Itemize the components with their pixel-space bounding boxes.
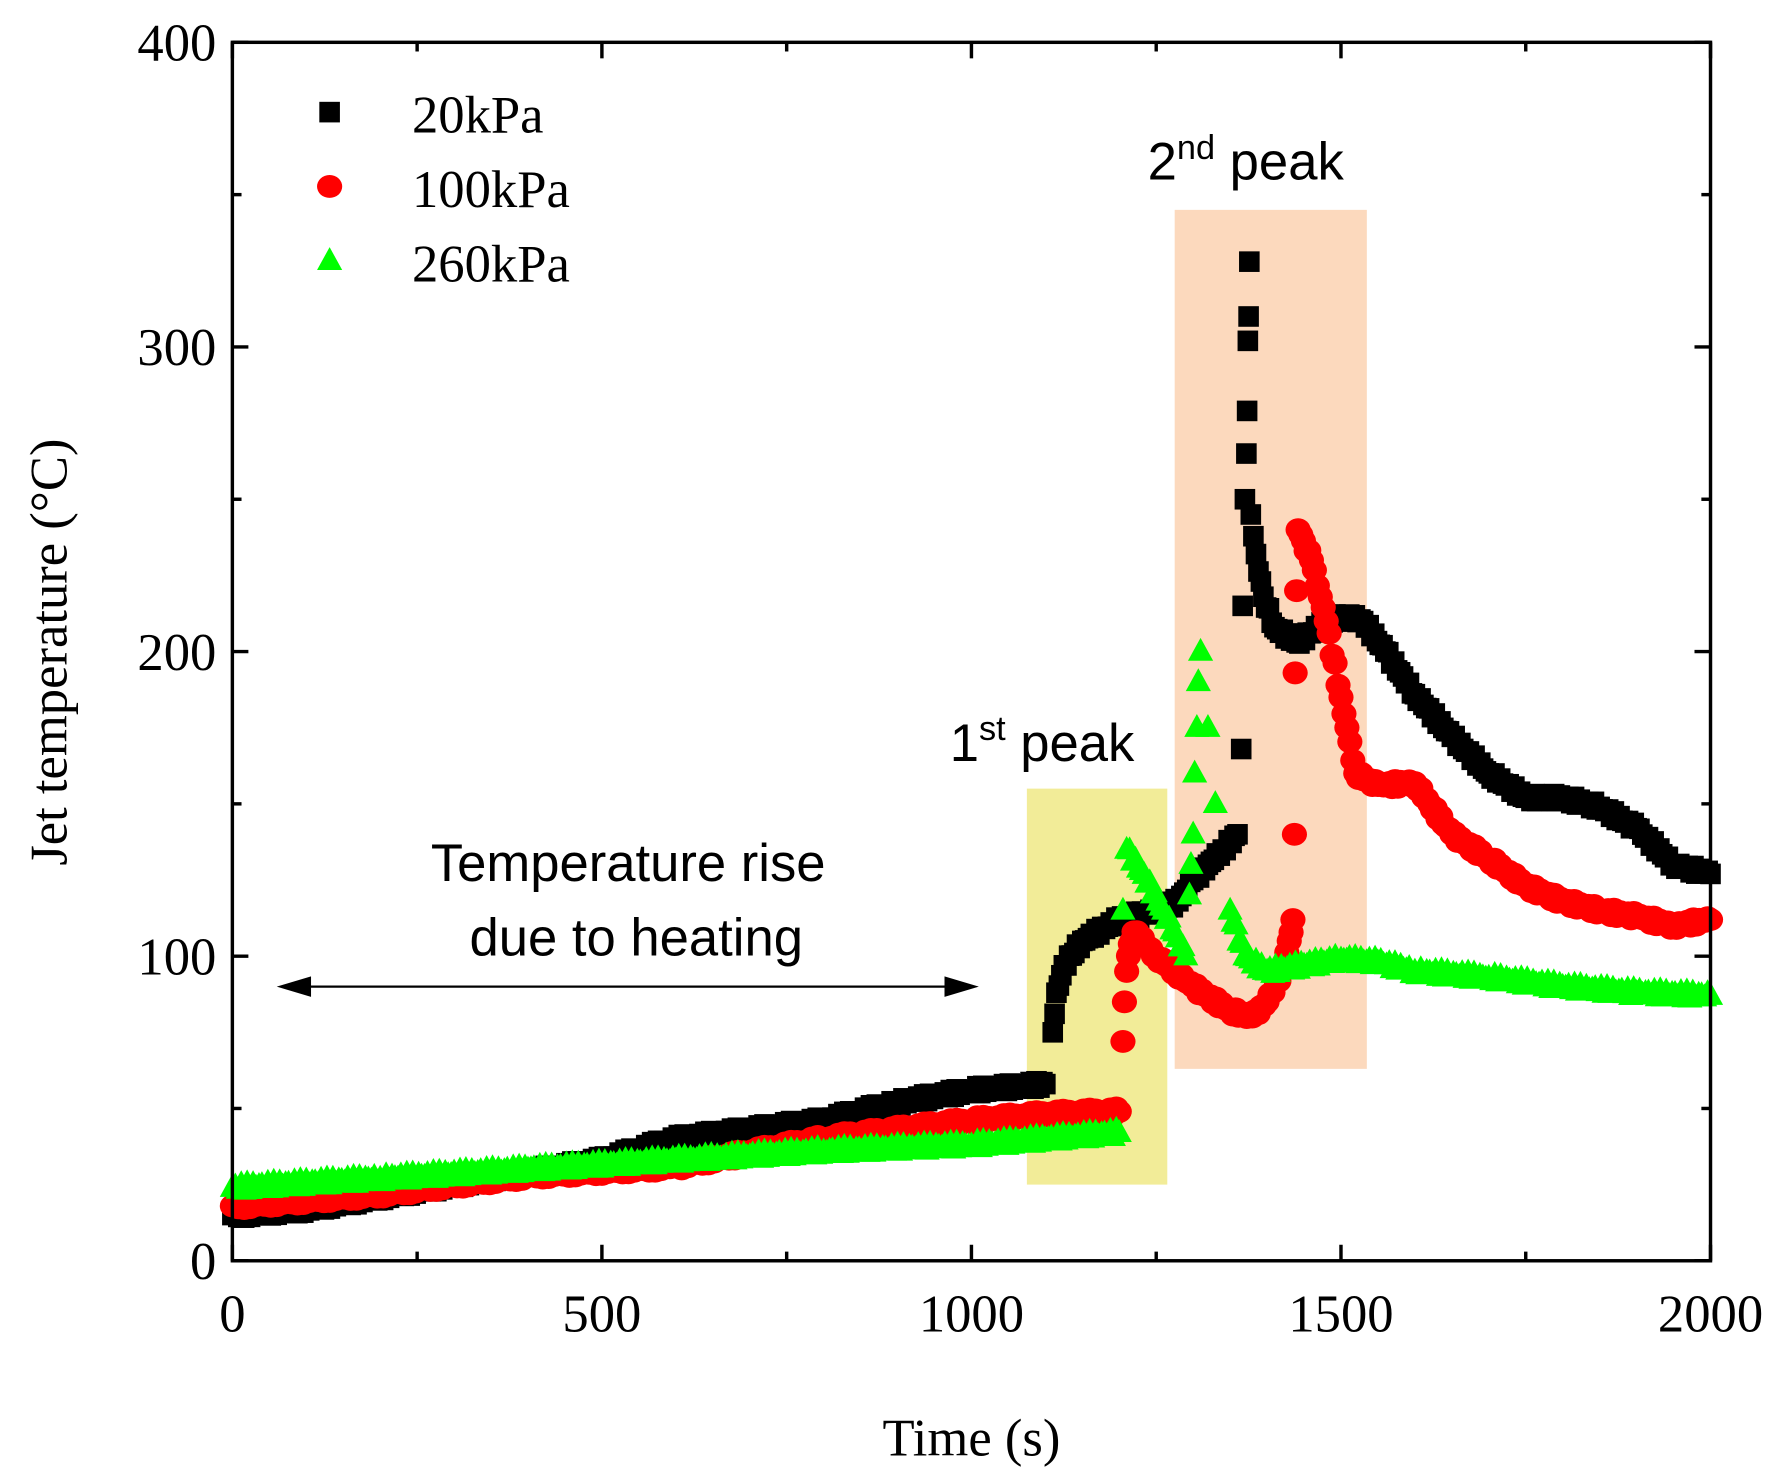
data-point [1176,881,1203,905]
legend: 20kPa 100kPa 260kPa [317,87,570,293]
legend-marker-square [319,101,340,123]
x-axis-label: Time (s) [883,1409,1061,1467]
data-point [1281,822,1308,846]
data-point [1106,1119,1132,1142]
data-point [1195,713,1221,737]
data-point [1239,251,1260,272]
y-axis-label: Jet temperature (°C) [20,439,78,866]
data-point [1282,661,1308,685]
data-point [1106,1100,1132,1123]
y-tick-label: 100 [137,928,216,986]
arrow-head-left [276,976,312,997]
heating-annotation-line1: Temperature rise [431,834,826,893]
data-point [1316,621,1342,645]
data-point [1240,504,1262,525]
data-point [1173,942,1199,966]
data-point [1243,525,1264,547]
x-tick-label: 2000 [1658,1286,1763,1344]
x-tick-label: 500 [562,1286,641,1344]
legend-label: 100kPa [412,161,570,219]
legend-label: 260kPa [412,235,570,293]
x-tick-label: 0 [219,1286,245,1344]
data-point [1202,790,1228,814]
data-point [1245,543,1267,565]
x-tick-label: 1500 [1288,1286,1393,1344]
data-point [1044,1003,1065,1025]
y-tick-label: 300 [137,319,216,377]
data-point [1223,911,1249,935]
data-point [1042,1022,1064,1043]
data-point [1178,851,1204,874]
data-point [1110,1030,1136,1053]
data-point [1230,738,1252,760]
second-peak-label: 2nd peak [1148,129,1345,192]
data-point [1237,330,1259,352]
data-point [1322,651,1348,675]
data-point [1337,730,1363,754]
data-point [1187,637,1214,661]
data-point [1284,579,1310,603]
x-tick-label: 1000 [919,1286,1024,1344]
data-point [1227,824,1248,845]
heating-annotation-line2: due to heating [469,908,802,967]
data-point [1035,1073,1056,1095]
y-tick-label: 400 [137,15,216,73]
legend-marker-circle [317,175,343,198]
y-tick-label: 0 [190,1233,216,1291]
data-point [1185,668,1211,692]
data-point [1110,896,1136,920]
first-peak-label: 1st peak [950,710,1135,773]
data-point [1111,990,1138,1014]
legend-marker-triangle [317,247,343,271]
series-260kPa [219,637,1724,1200]
data-point [1232,595,1253,617]
data-point [1236,443,1257,464]
data-point [1238,306,1259,327]
data-point [1182,759,1208,783]
data-point [1280,908,1306,932]
y-tick-label: 200 [137,624,216,682]
data-point [1236,400,1258,422]
data-point [1180,820,1206,844]
legend-label: 20kPa [412,87,544,145]
arrow-head-right [944,976,979,997]
